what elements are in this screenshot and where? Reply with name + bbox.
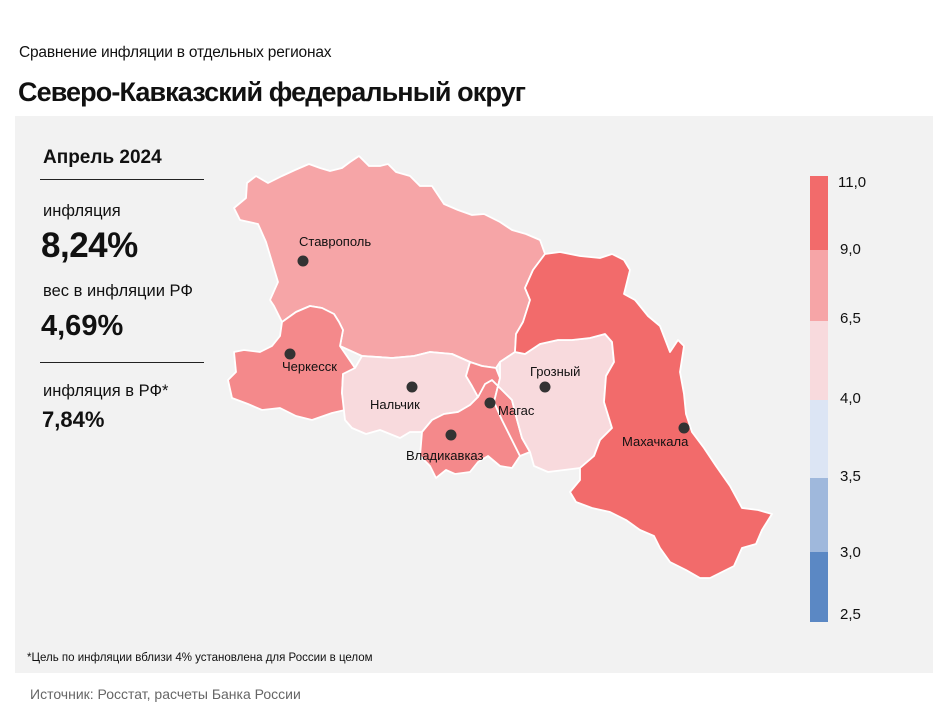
legend-band-2 <box>810 250 828 321</box>
inflation-label: инфляция <box>43 202 121 220</box>
color-legend: 11,0 9,0 6,5 4,0 3,5 3,0 2,5 <box>810 174 866 623</box>
legend-tick: 9,0 <box>840 241 861 258</box>
divider <box>40 362 204 363</box>
page-title: Северо-Кавказский федеральный округ <box>18 77 526 107</box>
legend-band-1 <box>810 176 828 250</box>
source-note: Источник: Росстат, расчеты Банка России <box>30 686 301 702</box>
city-dot <box>297 255 309 267</box>
city-label: Магас <box>498 403 535 418</box>
legend-tick: 6,5 <box>840 310 861 327</box>
city-label: Ставрополь <box>299 234 371 249</box>
weight-value: 4,69% <box>41 310 124 342</box>
city-dot <box>678 422 690 434</box>
city-labels: Ставрополь Черкесск Нальчик Владикавказ … <box>282 234 689 463</box>
legend-tick: 3,0 <box>840 544 861 561</box>
legend-band-6 <box>810 552 828 622</box>
city-dot <box>539 381 551 393</box>
divider <box>40 179 204 180</box>
inflation-value: 8,24% <box>41 226 138 265</box>
city-markers <box>284 255 690 441</box>
city-label: Грозный <box>530 364 580 379</box>
rf-inflation-value: 7,84% <box>42 407 105 432</box>
city-dot <box>284 348 296 360</box>
city-dot <box>406 381 418 393</box>
period-label: Апрель 2024 <box>43 147 162 168</box>
chart-subtitle: Сравнение инфляции в отдельных регионах <box>19 44 332 61</box>
legend-tick: 11,0 <box>838 174 866 191</box>
city-label: Нальчик <box>370 397 420 412</box>
city-label: Махачкала <box>622 434 689 449</box>
city-dot <box>445 429 457 441</box>
legend-tick: 2,5 <box>840 606 861 623</box>
weight-label: вес в инфляции РФ <box>43 282 193 300</box>
city-label: Владикавказ <box>406 448 484 463</box>
region-dagestan[interactable] <box>514 251 773 579</box>
legend-band-5 <box>810 478 828 552</box>
legend-band-4 <box>810 400 828 478</box>
legend-tick: 4,0 <box>840 390 861 407</box>
rf-inflation-label: инфляция в РФ* <box>43 382 169 400</box>
city-label: Черкесск <box>282 359 337 374</box>
region-karachay-cherkessia[interactable] <box>227 305 356 421</box>
legend-tick: 3,5 <box>840 468 861 485</box>
city-dot <box>484 397 496 409</box>
legend-band-3 <box>810 321 828 400</box>
footnote: *Цель по инфляции вблизи 4% установлена … <box>27 652 373 664</box>
